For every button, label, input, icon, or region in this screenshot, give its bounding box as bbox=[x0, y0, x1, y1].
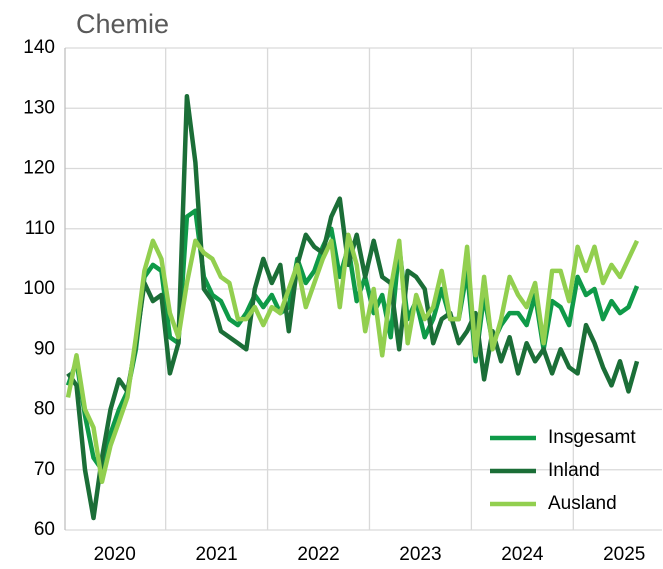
y-tick-label: 90 bbox=[34, 338, 55, 359]
y-tick-label: 140 bbox=[23, 37, 55, 58]
legend-label: Ausland bbox=[548, 493, 617, 514]
y-tick-label: 110 bbox=[25, 218, 55, 239]
chart-title: Chemie bbox=[76, 9, 169, 39]
legend-label: Inland bbox=[548, 460, 600, 481]
y-tick-label: 100 bbox=[23, 278, 55, 299]
x-tick-label: 2022 bbox=[297, 544, 339, 565]
legend-label: Insgesamt bbox=[548, 427, 636, 448]
x-tick-label: 2020 bbox=[94, 544, 136, 565]
x-tick-label: 2024 bbox=[501, 544, 544, 565]
x-tick-label: 2021 bbox=[195, 544, 237, 565]
y-tick-label: 60 bbox=[34, 519, 55, 540]
y-tick-label: 130 bbox=[23, 97, 55, 118]
y-tick-label: 80 bbox=[34, 399, 55, 420]
y-tick-label: 120 bbox=[23, 158, 55, 179]
x-tick-label: 2025 bbox=[603, 544, 645, 565]
series-line bbox=[65, 232, 640, 485]
y-tick-label: 70 bbox=[34, 459, 55, 480]
x-tick-label: 2023 bbox=[399, 544, 441, 565]
